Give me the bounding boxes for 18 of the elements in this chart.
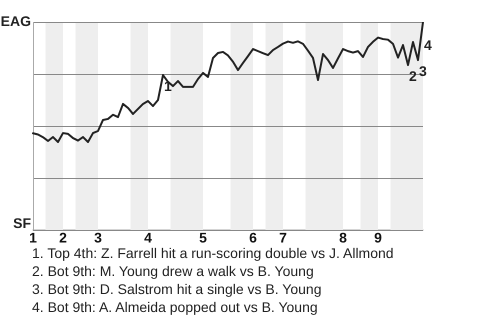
annotation: 2 bbox=[409, 68, 417, 84]
x-tick-label: 8 bbox=[339, 229, 348, 246]
annotation: 3 bbox=[419, 62, 427, 79]
text: SF bbox=[13, 214, 32, 231]
x-tick-label: 4 bbox=[144, 229, 152, 246]
text: 3. Bot 9th: D. Salstrom hit a single vs B. Young bbox=[32, 280, 322, 298]
text: 2. Bot 9th: M. Young drew a walk vs B. Young bbox=[32, 262, 315, 280]
text: 4. Bot 9th: A. Almeida popped out vs B. Young bbox=[32, 298, 319, 316]
x-tick-label: 2 bbox=[59, 229, 68, 246]
text: 1. Top 4th: Z. Farrell hit a run-scoring double vs J. Allmond bbox=[32, 244, 394, 262]
x-tick-label: 7 bbox=[279, 229, 288, 246]
x-tick-label: 1 bbox=[29, 229, 38, 246]
x-tick-label: 9 bbox=[374, 229, 382, 246]
x-tick-label: 5 bbox=[199, 229, 208, 246]
x-tick-label: 6 bbox=[249, 229, 258, 246]
x-tick-label: 3 bbox=[94, 229, 102, 246]
annotation: 4 bbox=[424, 36, 432, 53]
text: EAG bbox=[0, 12, 32, 29]
